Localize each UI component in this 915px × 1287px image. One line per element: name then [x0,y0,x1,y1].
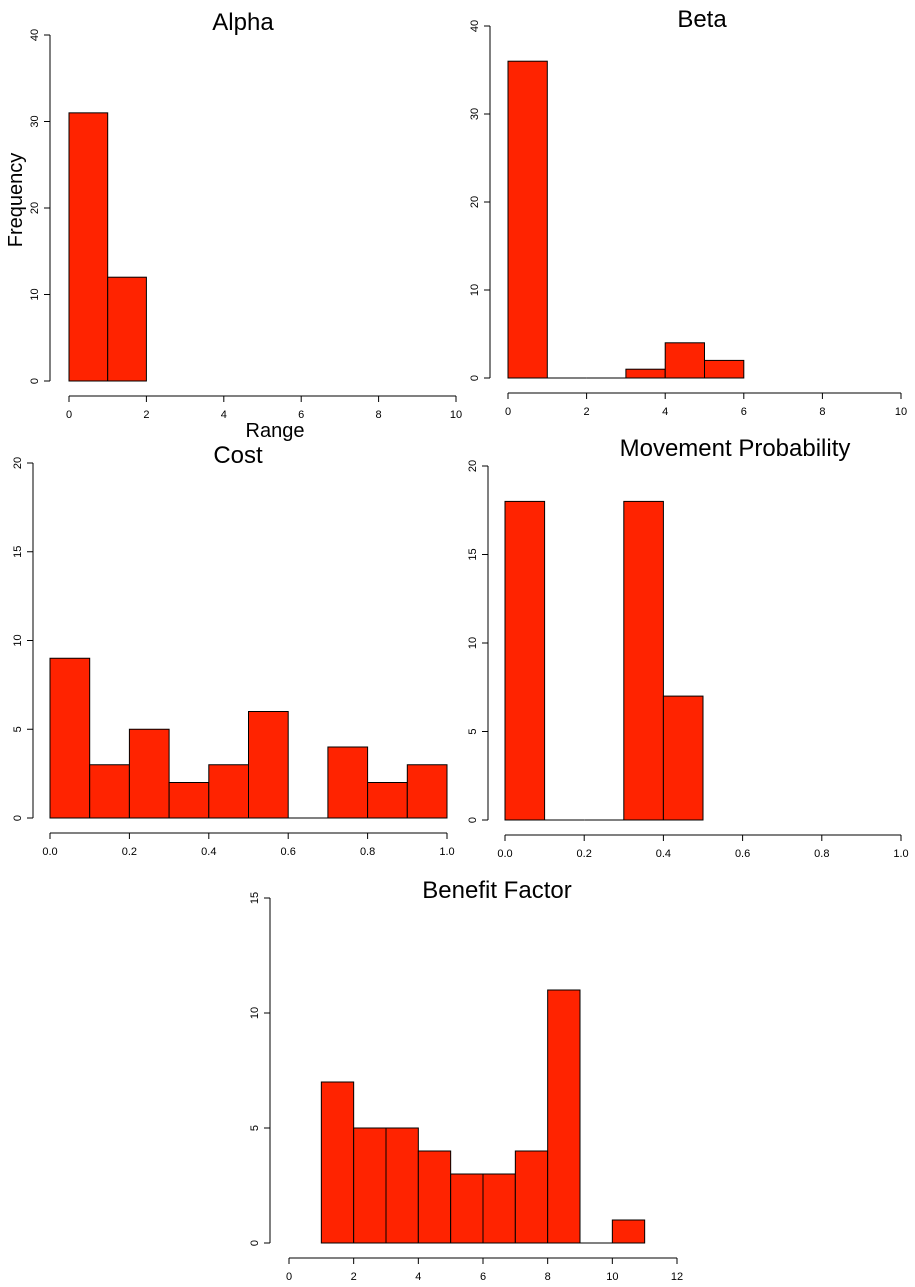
benefit-factor-bar [385,1127,419,1244]
benefit-factor-bar [514,1150,549,1244]
benefit-factor-x-tick-label: 2 [351,1271,357,1283]
movement-probability-title: Movement Probability [620,435,851,462]
cost-x-tick-label: 0.4 [201,846,216,858]
benefit-factor-bar [320,1081,355,1244]
benefit-factor-bar [611,1219,646,1244]
cost-bar [367,782,408,819]
beta-x-tick-label: 2 [584,406,590,418]
benefit-factor-x-tick-label: 4 [415,1271,421,1283]
benefit-factor-y-tick-label: 5 [249,1125,261,1131]
benefit-factor-x-tick-label: 12 [671,1271,683,1283]
benefit-factor-x-tick-label: 0 [286,1271,292,1283]
benefit-factor-x-tick-label: 6 [480,1271,486,1283]
beta-x-tick-label: 10 [895,406,907,418]
movement-probability-x-tick-label: 0.6 [735,848,750,860]
cost-x-tick-label: 0.8 [360,846,375,858]
movement-probability-y-tick-label: 20 [467,460,479,472]
beta-bar [625,368,666,379]
movement-probability-y-tick-label: 5 [467,728,479,734]
cost-y-tick-label: 15 [12,546,24,558]
benefit-factor-bar [482,1173,516,1244]
movement-probability-x-tick-label: 0.4 [656,848,671,860]
movement-probability-y-tick-label: 10 [467,637,479,649]
movement-probability-x-tick-label: 0.0 [497,848,512,860]
movement-probability-bar [504,500,546,821]
alpha-y-tick-label: 40 [29,29,41,41]
alpha-y-tick-label: 10 [29,288,41,300]
movement-probability-x-tick-label: 1.0 [893,848,908,860]
beta-bar [704,359,745,379]
cost-bar [128,728,170,819]
alpha-x-tick-label: 10 [450,409,462,421]
beta-y-tick-label: 20 [469,196,481,208]
beta-x-tick-label: 4 [662,406,668,418]
cost-title: Cost [213,442,263,469]
movement-probability-bar [623,500,664,821]
cost-x-tick-label: 0.2 [122,846,137,858]
beta-y-tick-label: 0 [469,375,481,381]
benefit-factor-bar [417,1150,452,1244]
alpha-bar [107,276,147,382]
beta-x-tick-label: 0 [505,406,511,418]
cost-y-tick-label: 20 [12,457,24,469]
beta-y-tick-label: 30 [469,108,481,120]
alpha-bar [68,112,109,382]
cost-y-tick-label: 5 [12,726,24,732]
alpha-x-tick-label: 4 [221,409,227,421]
cost-y-tick-label: 10 [12,634,24,646]
beta-bar [664,342,706,379]
cost-bar [168,782,210,819]
movement-probability-y-tick-label: 15 [467,548,479,560]
cost-bar [248,711,289,819]
panel-cost: 0.0 0.2 0.4 0.6 0.8 1.0 0 5 10 15 20 Cost [12,442,455,858]
alpha-x-tick-label: 8 [376,409,382,421]
alpha-x-tick-label: 6 [298,409,304,421]
panel-benefit-factor: 0 2 4 6 8 10 12 0 5 10 15 Benefit Factor [249,877,683,1283]
cost-bar [49,657,91,819]
alpha-y-tick-label: 20 [29,202,41,214]
benefit-factor-bar [450,1173,484,1244]
beta-title: Beta [677,6,727,33]
cost-y-tick-label: 0 [12,815,24,821]
benefit-factor-bar [547,989,581,1244]
cost-x-tick-label: 0.0 [42,846,57,858]
cost-x-tick-label: 1.0 [439,846,454,858]
movement-probability-x-tick-label: 0.2 [577,848,592,860]
panel-beta: 0 2 4 6 8 10 0 10 20 30 40 Beta [469,6,907,418]
beta-x-tick-label: 8 [819,406,825,418]
benefit-factor-y-tick-label: 10 [249,1007,261,1019]
benefit-factor-bar [353,1127,387,1244]
cost-bar [327,746,369,819]
alpha-y-tick-label: 30 [29,115,41,127]
alpha-title: Alpha [212,9,274,36]
benefit-factor-x-tick-label: 8 [545,1271,551,1283]
movement-probability-x-tick-label: 0.8 [814,848,829,860]
alpha-x-tick-label: 0 [66,409,72,421]
alpha-y-tick-label: 0 [29,378,41,384]
benefit-factor-y-tick-label: 0 [249,1240,261,1246]
beta-x-tick-label: 6 [741,406,747,418]
panel-alpha: 0 2 4 6 8 10 0 10 20 30 40 Alpha Range Frequency [5,9,462,442]
panel-movement-probability: 0.0 0.2 0.4 0.6 0.8 1.0 0 5 10 15 20 Movement Proba… [467,435,909,860]
beta-bar [507,60,548,379]
benefit-factor-title: Benefit Factor [422,877,571,904]
alpha-x-axis-label: Range [246,420,305,442]
benefit-factor-x-tick-label: 10 [606,1271,618,1283]
alpha-y-axis-label: Frequency [5,153,27,248]
cost-bar [406,764,448,819]
movement-probability-bar [662,695,704,821]
alpha-x-tick-label: 2 [143,409,149,421]
movement-probability-y-tick-label: 0 [467,817,479,823]
cost-x-tick-label: 0.6 [281,846,296,858]
beta-y-tick-label: 10 [469,284,481,296]
cost-bar [89,764,130,819]
cost-bar [208,764,250,819]
beta-y-tick-label: 40 [469,20,481,32]
benefit-factor-y-tick-label: 15 [249,892,261,904]
